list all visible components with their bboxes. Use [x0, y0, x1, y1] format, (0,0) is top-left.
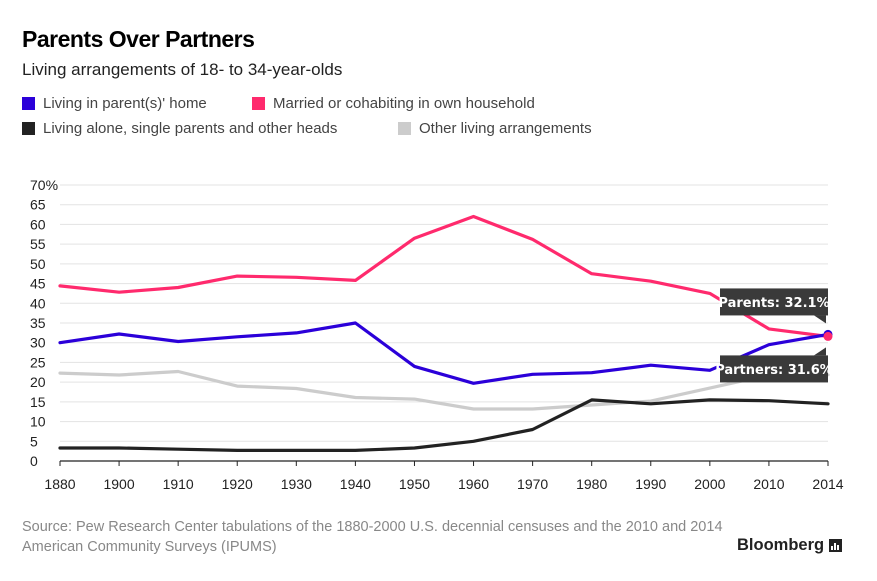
callout-parents-text: Parents: 32.1%: [718, 296, 829, 311]
x-tick-label: 2014: [812, 476, 843, 492]
y-tick-label: 0: [30, 453, 38, 469]
y-tick-label: 35: [30, 315, 46, 331]
chart-subtitle: Living arrangements of 18- to 34-year-ol…: [22, 60, 343, 79]
legend-swatch-married: [252, 97, 265, 110]
x-tick-label: 1940: [340, 476, 371, 492]
x-tick-label: 1980: [576, 476, 607, 492]
legend-item-alone: Living alone, single parents and other h…: [22, 120, 337, 137]
y-tick-label: 50: [30, 256, 46, 272]
callout-parents-pointer: [814, 315, 826, 324]
legend-swatch-parents: [22, 97, 35, 110]
x-tick-label: 1920: [222, 476, 253, 492]
y-tick-label: 5: [30, 433, 38, 449]
y-tick-label: 20: [30, 374, 46, 390]
x-tick-label: 1990: [635, 476, 666, 492]
callout-partners-pointer: [814, 347, 826, 356]
y-tick-label: 60: [30, 216, 46, 232]
y-tick-label: 10: [30, 414, 46, 430]
series-line-parents: [58, 321, 830, 385]
y-tick-label: 30: [30, 335, 46, 351]
bloomberg-mark-icon: [829, 539, 843, 552]
x-tick-label: 1910: [163, 476, 194, 492]
legend-item-married: Married or cohabiting in own household: [252, 95, 535, 112]
x-tick-label: 2000: [694, 476, 725, 492]
x-tick-label: 1950: [399, 476, 430, 492]
x-tick-label: 1930: [281, 476, 312, 492]
y-tick-label: 45: [30, 276, 46, 292]
brand-logo: Bloomberg: [737, 536, 843, 555]
y-tick-label: 70%: [30, 177, 58, 193]
x-tick-label: 1900: [103, 476, 134, 492]
y-tick-label: 55: [30, 236, 46, 252]
legend-label-alone: Living alone, single parents and other h…: [43, 120, 338, 137]
x-tick-label: 1960: [458, 476, 489, 492]
callout-partners-box: [720, 355, 828, 383]
endpoint-married: [823, 331, 833, 341]
legend-item-other: Other living arrangements: [398, 120, 592, 137]
legend-item-parents: Living in parent(s)' home: [22, 95, 207, 112]
legend-label-other: Other living arrangements: [419, 120, 592, 137]
x-tick-label: 1970: [517, 476, 548, 492]
legend-label-parents: Living in parent(s)' home: [43, 95, 207, 112]
series-line-alone: [58, 398, 830, 452]
y-tick-label: 25: [30, 354, 46, 370]
y-tick-label: 40: [30, 295, 46, 311]
y-tick-label: 15: [30, 394, 46, 410]
legend-swatch-alone: [22, 122, 35, 135]
y-tick-label: 65: [30, 197, 46, 213]
chart-title: Parents Over Partners: [22, 26, 255, 52]
series-line-other: [58, 369, 830, 411]
callout-partners-text: Partners: 31.6%: [715, 363, 833, 378]
brand-name: Bloomberg: [737, 536, 825, 554]
source-note: Source: Pew Research Center tabulations …: [22, 519, 723, 555]
x-tick-label: 2010: [753, 476, 784, 492]
legend-label-married: Married or cohabiting in own household: [273, 95, 535, 112]
callout-parents-box: [720, 288, 828, 316]
x-tick-label: 1880: [44, 476, 75, 492]
legend-swatch-other: [398, 122, 411, 135]
series-line-married: [58, 214, 830, 338]
